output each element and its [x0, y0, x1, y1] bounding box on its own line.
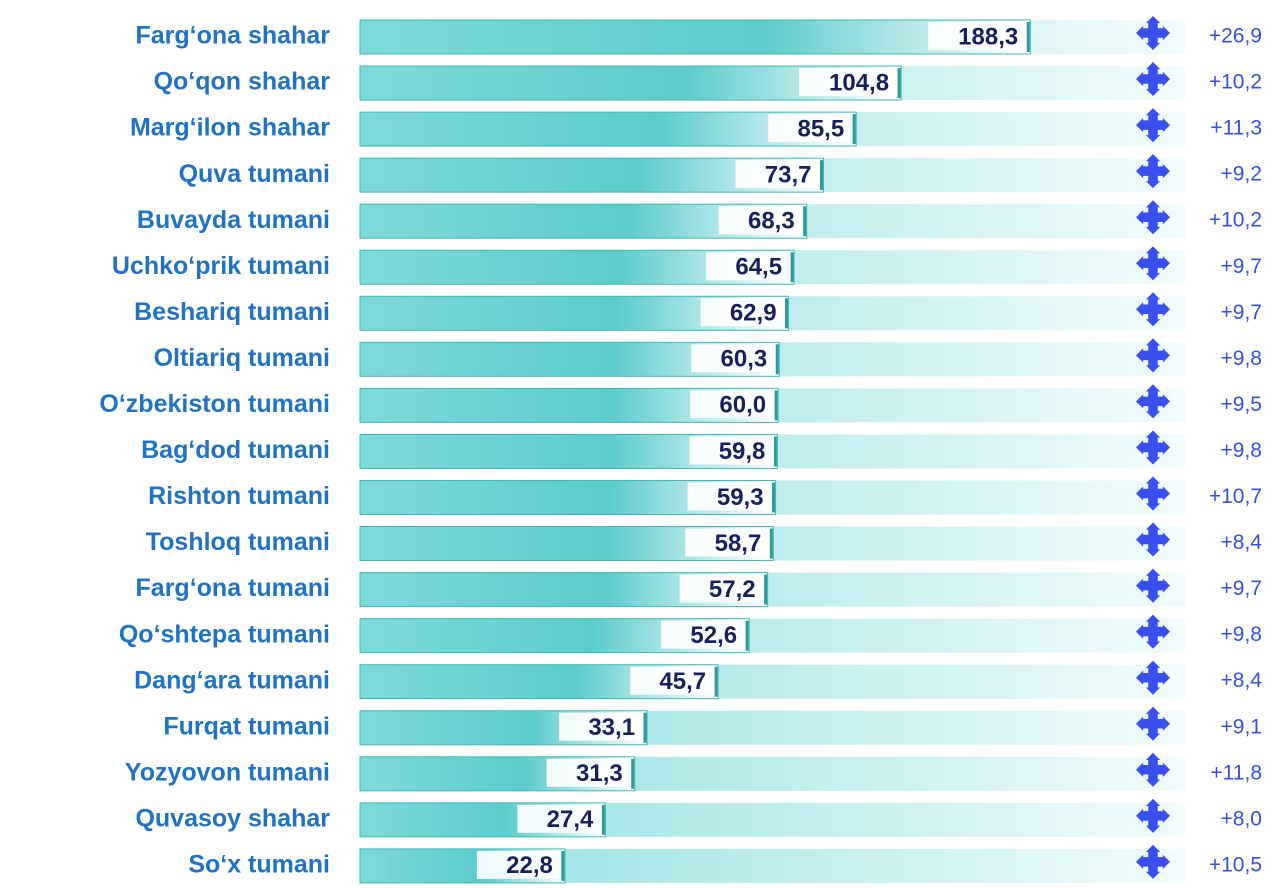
category-label: Farg‘ona shahar [136, 22, 331, 50]
value-box [691, 344, 777, 373]
change-label: +9,1 [1221, 715, 1262, 738]
category-label: Quva tumani [179, 160, 330, 188]
change-label: +11,8 [1210, 761, 1262, 784]
value-box [768, 114, 854, 143]
change-icon [1136, 476, 1170, 511]
rows: Farg‘ona shahar 188,3 +26,9 Qo‘qon shahar 10… [99, 16, 1263, 884]
value-box [718, 206, 804, 235]
change-label: +10,5 [1209, 853, 1262, 876]
change-label: +9,5 [1221, 393, 1262, 416]
value-box [735, 160, 821, 189]
change-label: +8,0 [1221, 807, 1262, 830]
change-icon [1136, 568, 1170, 603]
change-icon [1136, 798, 1170, 833]
value-box [476, 850, 562, 879]
change-icon [1136, 844, 1170, 879]
change-icon [1136, 62, 1170, 97]
change-label: +9,8 [1221, 347, 1262, 370]
value-label: 188,3 [958, 23, 1018, 50]
category-label: Marg‘ilon shahar [130, 114, 330, 142]
change-label: +9,7 [1221, 577, 1262, 600]
change-icon [1136, 614, 1170, 649]
value-box [690, 390, 776, 419]
category-label: O‘zbekiston tumani [99, 390, 330, 418]
change-icon [1136, 292, 1170, 327]
value-box [928, 22, 1028, 50]
category-label: Toshloq tumani [146, 528, 330, 556]
value-label: 68,3 [748, 208, 795, 235]
change-label: +8,4 [1221, 531, 1263, 554]
category-label: Furqat tumani [163, 712, 330, 740]
value-label: 60,0 [719, 392, 766, 419]
change-icon [1136, 706, 1170, 741]
change-icon [1136, 108, 1170, 143]
change-label: +10,2 [1209, 71, 1262, 94]
change-label: +9,7 [1221, 255, 1262, 278]
value-label: 59,3 [717, 484, 764, 511]
change-icon [1136, 338, 1170, 373]
value-box [546, 758, 632, 787]
change-label: +10,2 [1209, 209, 1262, 232]
category-label: Rishton tumani [148, 482, 330, 510]
value-box [700, 298, 786, 327]
value-label: 104,8 [829, 69, 889, 96]
category-label: Dang‘ara tumani [134, 666, 330, 694]
change-label: +11,3 [1210, 117, 1262, 140]
change-icon [1136, 522, 1170, 557]
value-box [685, 528, 771, 557]
value-label: 85,5 [797, 115, 844, 142]
value-box [661, 620, 747, 649]
value-label: 33,1 [588, 714, 635, 741]
value-label: 45,7 [659, 668, 706, 695]
bar [359, 19, 1031, 55]
value-box [799, 68, 899, 97]
category-label: Beshariq tumani [134, 298, 330, 326]
category-label: Yozyovon tumani [125, 758, 330, 786]
value-box [559, 712, 645, 741]
change-icon [1136, 16, 1170, 50]
change-icon [1136, 200, 1170, 235]
value-label: 27,4 [547, 806, 594, 833]
change-icon [1136, 154, 1170, 189]
category-label: Qo‘qon shahar [154, 68, 331, 96]
value-label: 22,8 [506, 852, 553, 879]
change-label: +9,2 [1221, 163, 1262, 186]
category-label: Bag‘dod tumani [141, 436, 330, 464]
change-label: +26,9 [1209, 25, 1262, 48]
category-label: Uchko‘prik tumani [112, 252, 330, 280]
value-label: 64,5 [735, 254, 782, 281]
category-label: Qo‘shtepa tumani [119, 620, 330, 648]
category-label: So‘x tumani [188, 851, 330, 879]
value-label: 58,7 [715, 530, 762, 557]
change-label: +9,8 [1221, 623, 1262, 646]
value-label: 73,7 [765, 161, 812, 188]
value-box [517, 804, 603, 833]
value-label: 52,6 [690, 622, 737, 649]
change-label: +9,8 [1221, 439, 1262, 462]
category-label: Farg‘ona tumani [136, 574, 330, 602]
value-box [630, 666, 716, 695]
value-box [689, 436, 775, 465]
category-label: Quvasoy shahar [135, 804, 330, 832]
change-icon [1136, 384, 1170, 419]
value-box [706, 252, 792, 281]
category-label: Buvayda tumani [137, 206, 330, 234]
value-label: 60,3 [721, 346, 768, 373]
value-box [687, 482, 773, 511]
value-label: 31,3 [576, 760, 623, 787]
change-label: +9,7 [1221, 301, 1262, 324]
change-icon [1136, 246, 1170, 281]
value-box [679, 574, 765, 603]
value-label: 62,9 [730, 300, 777, 327]
change-icon [1136, 660, 1170, 695]
change-label: +10,7 [1209, 485, 1262, 508]
category-label: Oltiariq tumani [154, 344, 330, 372]
change-label: +8,4 [1221, 669, 1263, 692]
value-label: 59,8 [719, 438, 766, 465]
value-label: 57,2 [709, 576, 756, 603]
change-icon [1136, 430, 1170, 465]
change-icon [1136, 752, 1170, 787]
